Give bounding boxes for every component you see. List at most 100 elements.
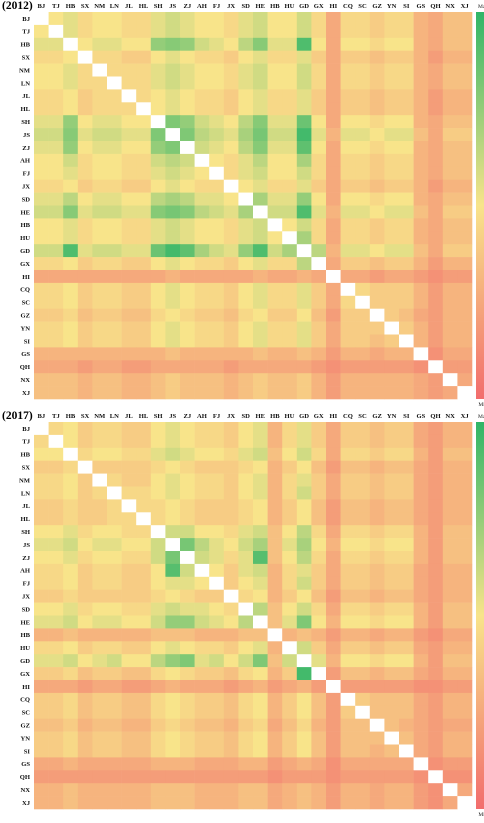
heatmap-cell (384, 50, 400, 64)
heatmap-cell (121, 115, 137, 129)
column-label: HU (285, 413, 295, 420)
heatmap-cell (355, 538, 371, 552)
heatmap-cell (457, 12, 473, 26)
heatmap-cell (267, 24, 283, 39)
heatmap-cell (77, 102, 93, 116)
heatmap-cell (63, 89, 79, 103)
heatmap-cell (413, 447, 429, 461)
color-legend: MaxMin (476, 414, 484, 818)
heatmap-cell (340, 37, 356, 51)
heatmap-cell (77, 705, 93, 719)
column-label: SX (81, 3, 90, 10)
heatmap-cell (180, 538, 195, 552)
heatmap-cell (340, 705, 356, 719)
heatmap-cell (355, 24, 371, 39)
heatmap-cell (165, 63, 181, 77)
heatmap-cell (253, 24, 268, 39)
heatmap-cell (107, 76, 122, 90)
heatmap-cell (150, 589, 166, 603)
heatmap-cell (209, 628, 225, 642)
heatmap-cell (209, 334, 225, 348)
heatmap-cell (194, 153, 210, 168)
heatmap-cell (384, 270, 400, 284)
column-label: HB (270, 413, 280, 420)
heatmap-cell (165, 179, 181, 193)
heatmap-cell (311, 257, 327, 271)
heatmap-cell (413, 153, 429, 168)
heatmap-cell (150, 153, 166, 168)
row-label: YN (20, 325, 30, 332)
heatmap-cell (107, 589, 122, 603)
heatmap-cell (296, 37, 312, 51)
heatmap-cell (121, 386, 137, 400)
heatmap-cell (150, 486, 166, 500)
heatmap-cell (457, 321, 473, 335)
heatmap-cell (296, 705, 312, 719)
heatmap-cell (384, 499, 400, 513)
heatmap-cell (253, 63, 268, 77)
heatmap-cell (77, 551, 93, 565)
heatmap-cell (121, 654, 137, 668)
heatmap-cell (180, 512, 195, 526)
column-label: HL (139, 413, 149, 420)
heatmap-cell (296, 783, 312, 797)
heatmap-cell (136, 770, 152, 784)
column-label: HU (285, 3, 295, 10)
heatmap-cell (369, 447, 385, 461)
heatmap-cell (121, 615, 137, 629)
heatmap-cell (296, 218, 312, 232)
heatmap-cell (209, 192, 225, 206)
heatmap-cell (180, 757, 195, 771)
heatmap-cell (311, 360, 327, 374)
heatmap-cell (355, 576, 371, 590)
heatmap-cell (77, 447, 93, 461)
heatmap-cell (442, 551, 458, 565)
heatmap-cell (428, 153, 444, 168)
heatmap-cell (209, 770, 225, 784)
heatmap-cell (296, 563, 312, 578)
heatmap-cell (194, 757, 210, 771)
heatmap-cell (63, 192, 79, 206)
heatmap-cell (442, 744, 458, 758)
heatmap-cell (180, 244, 195, 258)
heatmap-cell (326, 153, 341, 168)
row-label: HB (20, 632, 30, 639)
column-label: SH (154, 3, 164, 10)
heatmap-cell (428, 386, 444, 400)
heatmap-cell (282, 551, 298, 565)
heatmap-cell (165, 76, 181, 90)
heatmap-cell (107, 373, 122, 387)
heatmap-cell (194, 538, 210, 552)
heatmap-cell (92, 244, 108, 258)
heatmap-cell (107, 282, 122, 297)
heatmap-cell (253, 744, 268, 758)
heatmap-cell (194, 386, 210, 400)
heatmap-cell (34, 718, 49, 732)
heatmap-cell (457, 89, 473, 103)
row-label: QH (20, 774, 31, 781)
heatmap-cell (399, 257, 414, 271)
heatmap-cell (413, 231, 429, 245)
heatmap-cell (165, 680, 181, 694)
heatmap-cell (413, 576, 429, 590)
heatmap-cell (311, 744, 327, 758)
heatmap-cell (92, 308, 108, 322)
row-label: HE (20, 209, 30, 216)
heatmap-cell (150, 422, 166, 436)
legend-min-label: Min (478, 402, 484, 408)
heatmap-cell (311, 628, 327, 642)
heatmap-cell (253, 551, 268, 565)
heatmap-cell (121, 525, 137, 539)
heatmap-cell (428, 347, 444, 361)
heatmap-cell (136, 589, 152, 603)
heatmap-cell (369, 115, 385, 129)
heatmap-cell (355, 589, 371, 603)
heatmap-cell (428, 102, 444, 116)
heatmap-cell (384, 602, 400, 616)
heatmap-cell (413, 89, 429, 103)
heatmap-cell (63, 576, 79, 590)
heatmap-cell (413, 434, 429, 449)
heatmap-cell (92, 257, 108, 271)
heatmap-cell (34, 179, 49, 193)
heatmap-cell (442, 373, 458, 387)
